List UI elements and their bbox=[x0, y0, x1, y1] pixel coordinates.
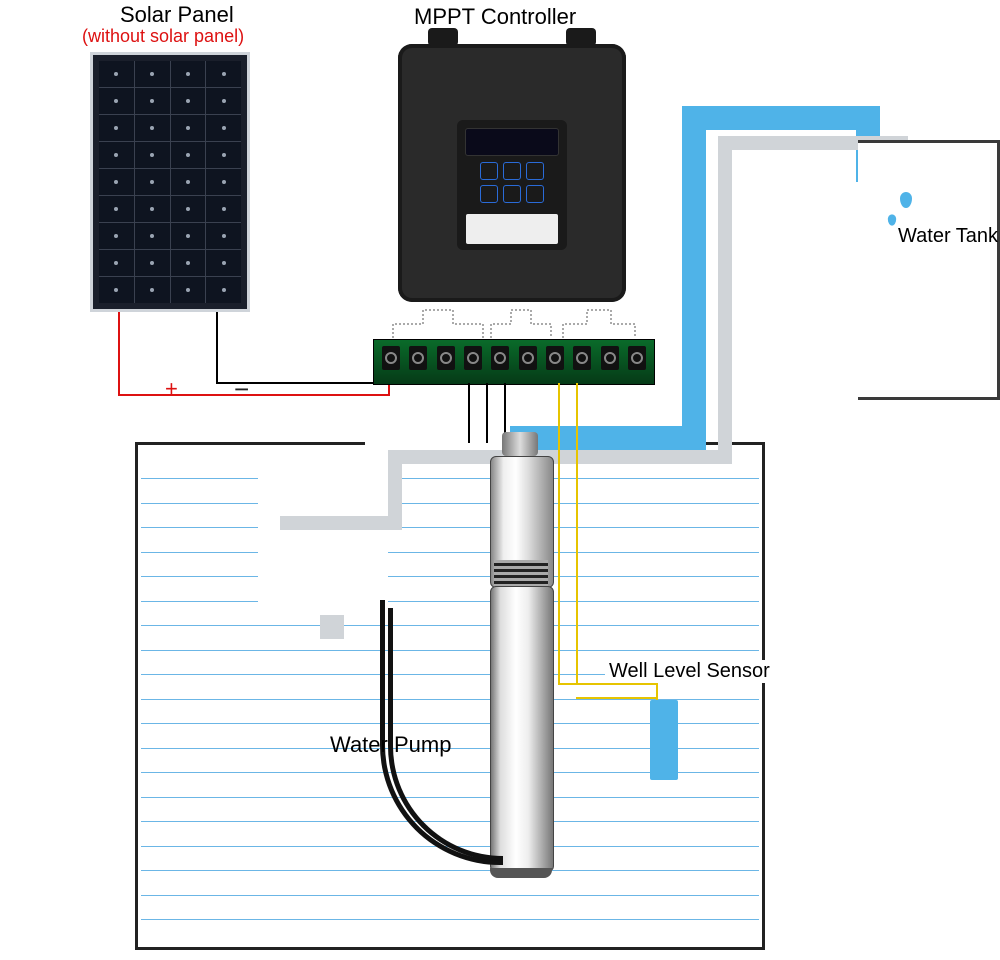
plus-sign: + bbox=[165, 376, 178, 402]
controller-mount-left bbox=[428, 28, 458, 46]
well-level-sensor bbox=[650, 700, 678, 780]
terminal-row bbox=[382, 346, 646, 378]
water-tank-label: Water Tank bbox=[898, 225, 998, 248]
sensor-wire-2h bbox=[576, 697, 658, 699]
pipe-blue-h1 bbox=[510, 426, 706, 450]
wire-positive-h bbox=[118, 394, 390, 396]
pipe-blue-v1 bbox=[682, 130, 706, 450]
controller-mount-right bbox=[566, 28, 596, 46]
pipe-grey-v1 bbox=[718, 136, 732, 464]
solar-panel-note: (without solar panel) bbox=[82, 26, 244, 47]
float-housing bbox=[258, 446, 388, 621]
pipe-grey-h1 bbox=[388, 450, 732, 464]
solar-panel bbox=[90, 52, 250, 312]
solar-panel-title: Solar Panel bbox=[120, 2, 234, 28]
pump-base bbox=[490, 868, 552, 878]
pipe-grey-h2 bbox=[280, 516, 402, 530]
well-top-right bbox=[700, 442, 765, 445]
controller-label-plate bbox=[466, 214, 558, 244]
well-top-left bbox=[135, 442, 365, 445]
controller-title: MPPT Controller bbox=[414, 4, 576, 30]
water-pump-label: Water Pump bbox=[330, 732, 451, 758]
pump-wire-1 bbox=[468, 383, 470, 443]
pump-outlet bbox=[502, 432, 538, 456]
wire-negative-v bbox=[216, 312, 218, 382]
sensor-wire-1v bbox=[558, 383, 560, 683]
controller-screen bbox=[465, 128, 559, 156]
well-level-sensor-label: Well Level Sensor bbox=[605, 660, 774, 683]
sensor-wire-1h bbox=[558, 683, 658, 685]
float-tail bbox=[320, 615, 344, 639]
terminal-strip bbox=[373, 339, 655, 385]
pump-wire-2 bbox=[486, 383, 488, 443]
controller-buttons bbox=[480, 162, 544, 203]
pipe-blue-top bbox=[682, 106, 880, 130]
minus-sign: − bbox=[234, 374, 249, 405]
mppt-controller bbox=[398, 44, 626, 302]
water-tank bbox=[858, 140, 1000, 400]
diagram-stage: Solar Panel (without solar panel) MPPT C… bbox=[0, 0, 1000, 960]
controller-terminal-brackets bbox=[373, 300, 653, 340]
solar-panel-grid bbox=[99, 61, 241, 303]
wire-positive-v bbox=[118, 312, 120, 394]
sensor-wire-2v bbox=[576, 383, 578, 683]
